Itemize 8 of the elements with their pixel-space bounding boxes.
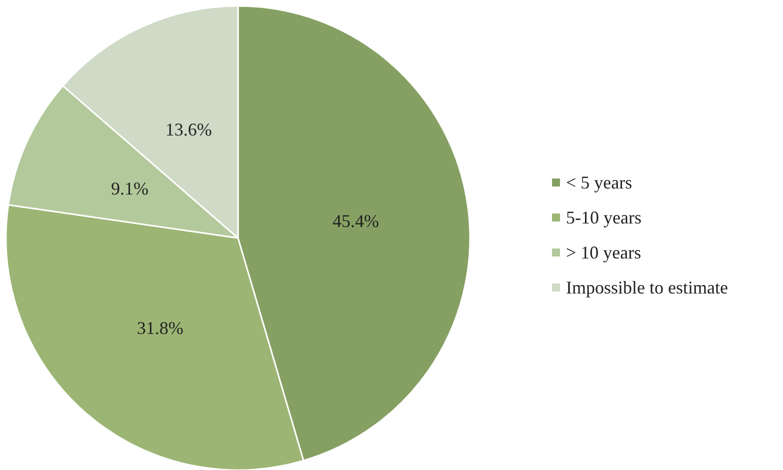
legend-label: > 10 years: [566, 242, 642, 262]
legend-label: Impossible to estimate: [566, 278, 728, 298]
legend-label: 5-10 years: [566, 208, 642, 228]
data-label: 13.6%: [165, 120, 212, 140]
legend-label: < 5 years: [566, 172, 632, 192]
data-label: 9.1%: [111, 178, 149, 198]
data-label: 45.4%: [332, 211, 380, 232]
data-label: 31.8%: [136, 318, 184, 338]
